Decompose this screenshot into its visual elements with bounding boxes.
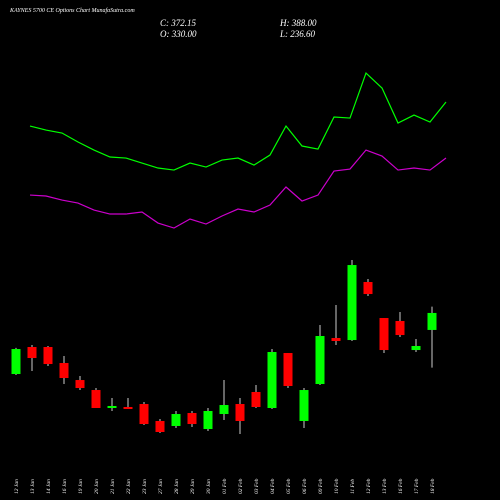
- candle-body: [187, 413, 197, 425]
- indicator-line: [29, 71, 447, 171]
- candle-body: [395, 320, 405, 336]
- candle-body: [331, 338, 341, 341]
- x-tick-label: 01 Feb: [222, 478, 228, 494]
- x-tick-label: 02 Feb: [238, 478, 244, 494]
- candle-body: [251, 391, 261, 407]
- x-tick-label: 29 Jan: [190, 479, 196, 494]
- chart-title: KAYNES 5700 CE Options Chart MunafaSutra…: [9, 7, 135, 14]
- candle-body: [363, 282, 373, 295]
- candle-body: [139, 404, 149, 425]
- x-tick-label: 17 Feb: [414, 478, 420, 494]
- x-tick-label: 12 Jan: [14, 479, 20, 494]
- x-tick-label: 16 Jan: [62, 479, 68, 494]
- candle-body: [315, 335, 325, 385]
- candle-body: [107, 405, 117, 409]
- candle-body: [411, 345, 421, 351]
- ohlc-open: O: 330.00: [160, 29, 197, 39]
- candle-body: [219, 405, 229, 415]
- x-tick-label: 03 Feb: [254, 478, 260, 494]
- x-tick-label: 12 Feb: [366, 478, 372, 494]
- candle-body: [235, 404, 245, 421]
- x-tick-label: 27 Jan: [158, 479, 164, 494]
- x-tick-label: 10 Feb: [334, 478, 340, 494]
- candle-body: [155, 420, 165, 432]
- x-tick-label: 05 Feb: [286, 478, 292, 494]
- candle-body: [43, 347, 53, 365]
- x-tick-label: 22 Jan: [126, 479, 132, 494]
- x-tick-label: 30 Jan: [206, 479, 212, 495]
- x-tick-label: 04 Feb: [269, 478, 276, 494]
- ohlc-low: L: 236.60: [279, 29, 316, 39]
- candle-body: [171, 414, 181, 426]
- candle-body: [123, 406, 133, 410]
- x-tick-label: 06 Feb: [302, 478, 308, 494]
- candle-body: [91, 390, 101, 409]
- x-tick-label: 21 Jan: [110, 479, 116, 494]
- x-tick-label: 13 Feb: [382, 478, 388, 494]
- candle-body: [267, 352, 277, 409]
- candle-body: [299, 390, 309, 421]
- x-tick-label: 16 Feb: [398, 478, 404, 494]
- candle-body: [11, 349, 21, 375]
- x-tick-label: 11 Feb: [350, 479, 356, 494]
- candle-body: [75, 380, 85, 389]
- candle-body: [27, 347, 37, 359]
- indicator-line: [29, 149, 447, 229]
- x-tick-label: 18 Feb: [430, 478, 436, 494]
- ohlc-high: H: 388.00: [279, 18, 317, 28]
- x-tick-label: 09 Feb: [318, 478, 324, 494]
- x-tick-label: 13 Jan: [30, 479, 36, 494]
- candle-body: [427, 312, 437, 330]
- candle-body: [203, 410, 213, 430]
- x-tick-label: 19 Jan: [78, 479, 84, 494]
- x-tick-label: 28 Jan: [174, 479, 180, 494]
- x-tick-label: 20 Jan: [94, 479, 100, 494]
- candle-body: [283, 353, 293, 386]
- candle-body: [379, 318, 389, 351]
- ohlc-close: C: 372.15: [160, 18, 197, 28]
- x-tick-label: 23 Jan: [142, 479, 148, 494]
- candle-body: [347, 265, 357, 341]
- candle-body: [59, 363, 69, 379]
- x-tick-label: 14 Jan: [45, 479, 52, 494]
